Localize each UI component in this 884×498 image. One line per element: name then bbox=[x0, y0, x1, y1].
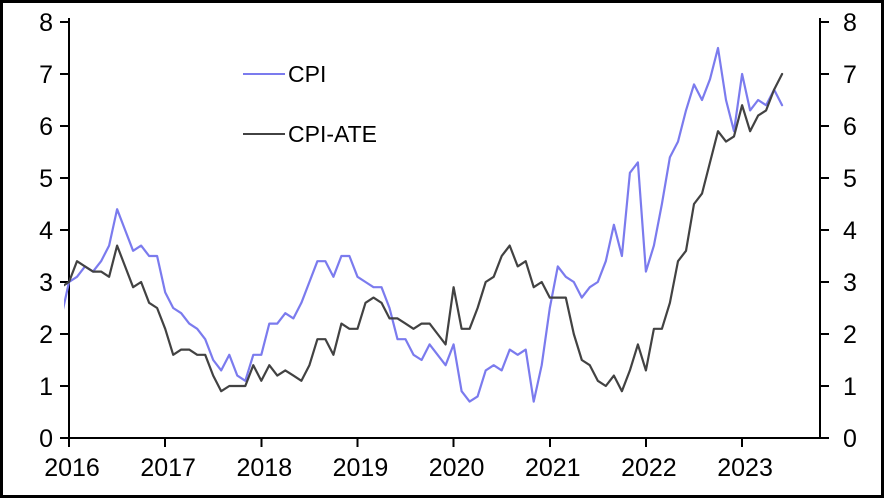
y-axis-right-label: 8 bbox=[843, 9, 857, 37]
x-axis-year-label: 2021 bbox=[525, 454, 581, 482]
y-axis-right-label: 6 bbox=[843, 113, 857, 141]
y-axis-left-label: 5 bbox=[39, 165, 53, 193]
y-axis-left-label: 7 bbox=[39, 61, 53, 89]
y-axis-left-label: 6 bbox=[39, 113, 53, 141]
legend-label-cpi-ate: CPI-ATE bbox=[288, 121, 378, 147]
y-axis-right-label: 5 bbox=[843, 165, 857, 193]
y-axis-left-label: 8 bbox=[39, 9, 53, 37]
legend-swatch-cpi bbox=[243, 73, 285, 75]
y-axis-right-label: 1 bbox=[843, 373, 857, 401]
series-line-cpi bbox=[64, 46, 784, 403]
y-axis-right-label: 7 bbox=[843, 61, 857, 89]
y-axis-left-label: 1 bbox=[39, 373, 53, 401]
y-axis-left-label: 0 bbox=[39, 425, 53, 453]
x-axis-year-label: 2022 bbox=[621, 454, 677, 482]
x-axis-year-label: 2017 bbox=[140, 454, 196, 482]
legend-label-cpi: CPI bbox=[288, 61, 327, 87]
x-axis-year-label: 2023 bbox=[717, 454, 773, 482]
legend-item-cpi-ate: CPI-ATE bbox=[243, 122, 377, 146]
axis-tick-labels: 0 0 1 1 2 2 3 3 4 4 5 5 6 6 7 7 8 8 2016 2017 2018 2019 2020 20… bbox=[39, 9, 857, 482]
y-axis-right-label: 2 bbox=[843, 321, 857, 349]
axes bbox=[60, 18, 829, 447]
x-axis-year-label: 2020 bbox=[429, 454, 485, 482]
y-axis-right-label: 4 bbox=[843, 217, 857, 245]
y-axis-left-label: 2 bbox=[39, 321, 53, 349]
legend-swatch-cpi-ate bbox=[243, 133, 285, 135]
x-axis-year-label: 2019 bbox=[333, 454, 389, 482]
series-line-cpi-ate bbox=[64, 72, 784, 393]
y-axis-left-label: 4 bbox=[39, 217, 53, 245]
legend-item-cpi: CPI bbox=[243, 62, 326, 86]
x-axis-year-label: 2018 bbox=[236, 454, 292, 482]
y-axis-right-label: 0 bbox=[843, 425, 857, 453]
y-axis-right-label: 3 bbox=[843, 269, 857, 297]
x-axis-year-label: 2016 bbox=[44, 454, 100, 482]
y-axis-left-label: 3 bbox=[39, 269, 53, 297]
